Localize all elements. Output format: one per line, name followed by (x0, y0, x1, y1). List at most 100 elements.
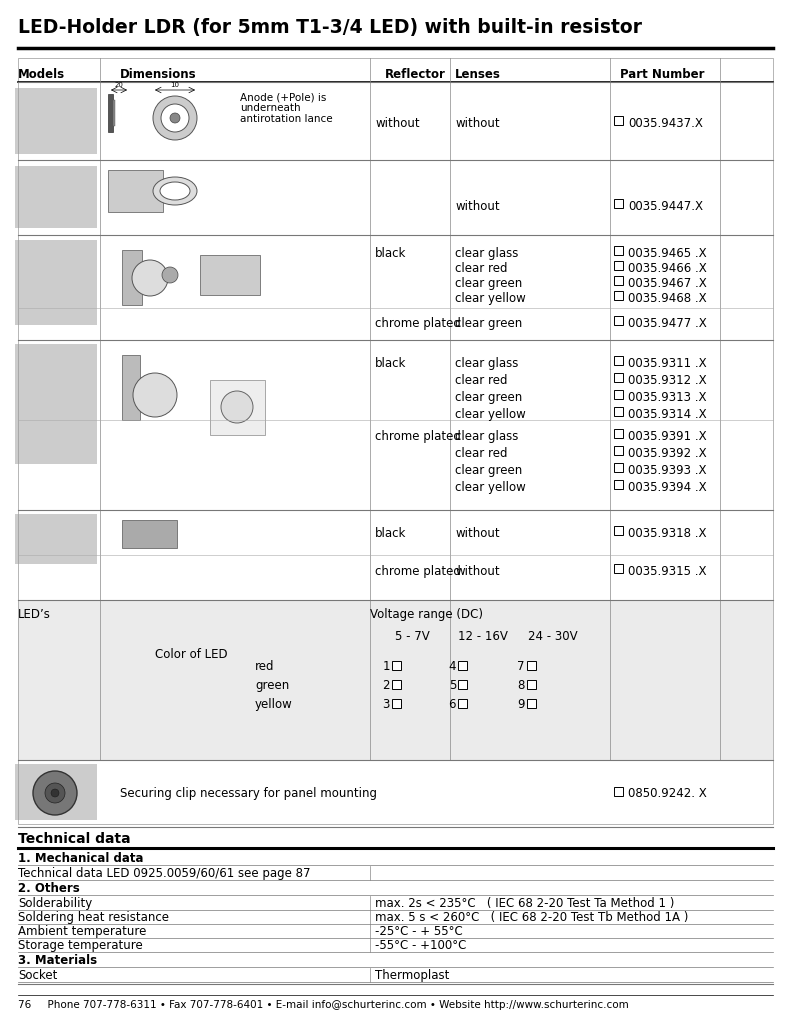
Bar (614, 390, 623, 399)
Text: Solderability: Solderability (18, 897, 93, 910)
Bar (200, 255, 260, 295)
Bar (15, 166, 97, 228)
Text: clear yellow: clear yellow (455, 292, 526, 305)
Bar (527, 699, 536, 708)
Text: chrome plated: chrome plated (375, 565, 461, 578)
Bar (15, 240, 97, 325)
Text: 0035.9465 .X: 0035.9465 .X (628, 247, 706, 260)
Circle shape (161, 104, 189, 132)
Text: 24 - 30V: 24 - 30V (528, 630, 577, 643)
Text: 5 - 7V: 5 - 7V (395, 630, 430, 643)
Bar (614, 356, 623, 365)
Text: Technical data: Technical data (18, 831, 131, 846)
Text: Part Number: Part Number (620, 68, 705, 81)
Text: Securing clip necessary for panel mounting: Securing clip necessary for panel mounti… (120, 787, 377, 800)
Circle shape (45, 783, 65, 803)
Bar (458, 699, 467, 708)
Bar (614, 463, 623, 472)
Bar (614, 564, 623, 573)
Circle shape (33, 771, 77, 815)
Text: 0035.9394 .X: 0035.9394 .X (628, 481, 706, 494)
Text: clear green: clear green (455, 464, 522, 477)
Text: -55°C - +100°C: -55°C - +100°C (375, 939, 467, 952)
Text: 76     Phone 707-778-6311 • Fax 707-778-6401 • E-mail info@schurterinc.com • Web: 76 Phone 707-778-6311 • Fax 707-778-6401… (18, 1000, 629, 1010)
Bar (392, 662, 401, 670)
Text: black: black (375, 247, 407, 260)
Text: underneath: underneath (240, 103, 301, 113)
Circle shape (153, 96, 197, 140)
Text: black: black (375, 357, 407, 370)
Text: 0035.9466 .X: 0035.9466 .X (628, 262, 706, 275)
Text: 0035.9312 .X: 0035.9312 .X (628, 374, 706, 387)
Text: clear glass: clear glass (455, 247, 518, 260)
Text: clear green: clear green (455, 278, 522, 290)
Text: clear yellow: clear yellow (455, 408, 526, 421)
Text: 0035.9392 .X: 0035.9392 .X (628, 447, 706, 460)
Ellipse shape (153, 177, 197, 205)
Text: Thermoplast: Thermoplast (375, 969, 449, 982)
Text: 20: 20 (115, 82, 123, 88)
Bar (614, 446, 623, 455)
Bar (392, 699, 401, 708)
Text: Lenses: Lenses (455, 68, 501, 81)
Text: 1: 1 (383, 660, 390, 673)
Bar (458, 680, 467, 689)
Text: 0035.9393 .X: 0035.9393 .X (628, 464, 706, 477)
Text: max. 5 s < 260°C   ( IEC 68 2-20 Test Tb Method 1A ): max. 5 s < 260°C ( IEC 68 2-20 Test Tb M… (375, 911, 688, 924)
Bar (614, 429, 623, 438)
Text: clear green: clear green (455, 317, 522, 330)
Text: 5: 5 (448, 679, 456, 692)
Text: Anode (+Pole) is: Anode (+Pole) is (240, 92, 327, 102)
Text: black: black (375, 527, 407, 540)
Bar (392, 680, 401, 689)
Bar (614, 787, 623, 796)
Text: 3. Materials: 3. Materials (18, 954, 97, 967)
Text: chrome plated: chrome plated (375, 430, 461, 443)
Text: antirotation lance: antirotation lance (240, 114, 333, 124)
Text: 0035.9314 .X: 0035.9314 .X (628, 408, 706, 421)
Text: without: without (455, 565, 500, 578)
Text: 0035.9437.X: 0035.9437.X (628, 117, 703, 130)
Text: Technical data LED 0925.0059/60/61 see page 87: Technical data LED 0925.0059/60/61 see p… (18, 867, 311, 880)
Text: clear glass: clear glass (455, 430, 518, 443)
Text: 9: 9 (517, 698, 525, 711)
Bar (614, 291, 623, 300)
Text: 2. Others: 2. Others (18, 882, 80, 895)
Bar (15, 344, 97, 464)
Circle shape (133, 373, 177, 417)
Text: clear red: clear red (455, 262, 508, 275)
Text: LED-Holder LDR (for 5mm T1-3/4 LED) with built-in resistor: LED-Holder LDR (for 5mm T1-3/4 LED) with… (18, 18, 642, 37)
Text: Storage temperature: Storage temperature (18, 939, 142, 952)
Text: clear green: clear green (455, 391, 522, 404)
Bar (614, 246, 623, 255)
Text: chrome plated: chrome plated (375, 317, 461, 330)
Text: clear red: clear red (455, 374, 508, 387)
Text: 0035.9447.X: 0035.9447.X (628, 200, 703, 213)
Text: green: green (255, 679, 290, 692)
Text: 0035.9467 .X: 0035.9467 .X (628, 278, 706, 290)
Text: Dimensions: Dimensions (120, 68, 197, 81)
Text: 0035.9477 .X: 0035.9477 .X (628, 317, 706, 330)
Bar (614, 261, 623, 270)
Text: 10: 10 (171, 82, 180, 88)
Bar (122, 520, 177, 548)
Text: 6: 6 (448, 698, 456, 711)
Text: max. 2s < 235°C   ( IEC 68 2-20 Test Ta Method 1 ): max. 2s < 235°C ( IEC 68 2-20 Test Ta Me… (375, 897, 675, 910)
Circle shape (221, 391, 253, 423)
Text: -25°C - + 55°C: -25°C - + 55°C (375, 925, 463, 938)
Bar (527, 680, 536, 689)
Bar (458, 662, 467, 670)
Text: without: without (455, 200, 500, 213)
Text: 0035.9468 .X: 0035.9468 .X (628, 292, 706, 305)
Text: 3: 3 (383, 698, 390, 711)
Text: Reflector: Reflector (385, 68, 446, 81)
Text: LED’s: LED’s (18, 608, 51, 621)
Bar (15, 764, 97, 820)
Text: Soldering heat resistance: Soldering heat resistance (18, 911, 169, 924)
Bar (18, 600, 773, 760)
Bar (614, 316, 623, 325)
Bar (527, 662, 536, 670)
Bar (122, 250, 142, 305)
Bar (614, 116, 623, 125)
Text: Color of LED: Color of LED (155, 648, 228, 662)
